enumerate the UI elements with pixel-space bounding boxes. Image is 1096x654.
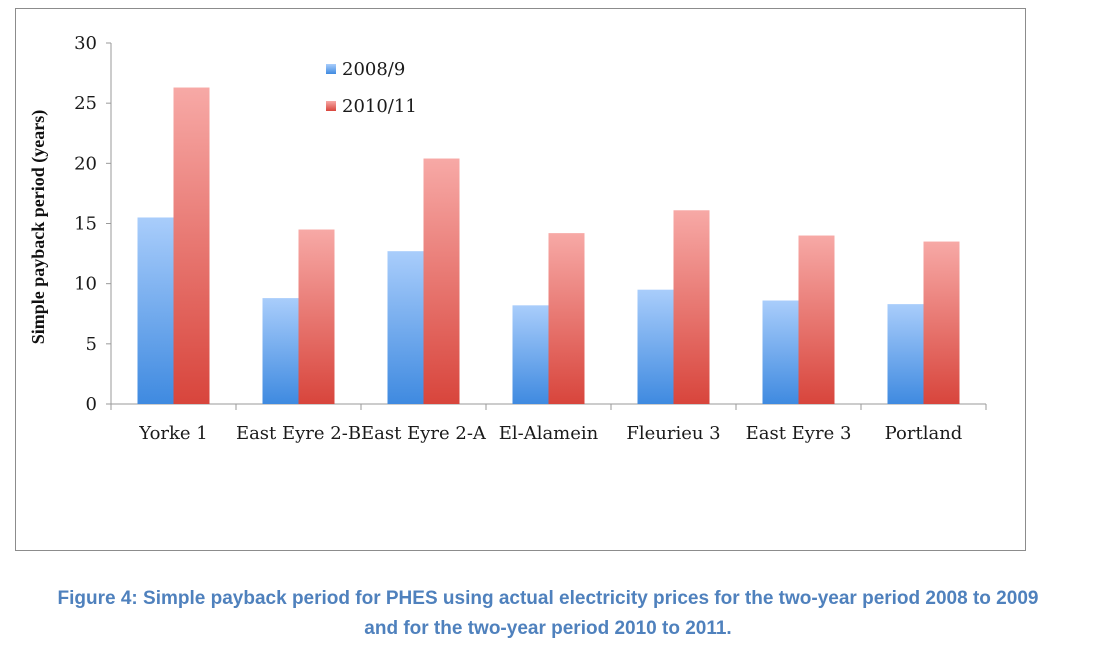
y-tick-label: 25 xyxy=(74,93,97,114)
x-tick-label: Yorke 1 xyxy=(138,423,208,444)
figure-caption: Figure 4: Simple payback period for PHES… xyxy=(0,584,1096,644)
x-tick-label: Fleurieu 3 xyxy=(626,423,720,444)
bar-2010-11-el-alamein xyxy=(548,233,585,404)
caption-line-1: Figure 4: Simple payback period for PHES… xyxy=(57,588,1039,609)
caption-line-2: and for the two-year period 2010 to 2011… xyxy=(364,618,732,639)
y-tick-label: 5 xyxy=(86,334,97,355)
chart-frame: Simple payback period (years) 0 5 10 15 20 25… xyxy=(15,8,1026,551)
y-tick-label: 20 xyxy=(74,153,97,174)
bar-2008-9-yorke-1 xyxy=(137,217,174,404)
y-tick-label: 30 xyxy=(74,33,97,54)
bar-chart: Simple payback period (years) 0 5 10 15 20 25… xyxy=(28,33,987,444)
bar-2010-11-east-eyre-2-a xyxy=(423,158,460,404)
bar-2008-9-east-eyre-3 xyxy=(762,300,799,404)
bar-2008-9-el-alamein xyxy=(512,305,549,404)
bar-2010-11-yorke-1 xyxy=(173,87,210,405)
bar-2010-11-fleurieu-3 xyxy=(673,210,710,404)
x-tick-label: East Eyre 3 xyxy=(746,423,852,444)
bar-2010-11-east-eyre-2-b xyxy=(298,229,335,404)
bar-2008-9-east-eyre-2-a xyxy=(387,251,424,404)
y-tick-label: 15 xyxy=(74,214,97,235)
bar-2010-11-east-eyre-3 xyxy=(798,235,835,404)
y-tick-label: 0 xyxy=(86,394,97,415)
y-axis-title: Simple payback period (years) xyxy=(28,110,49,345)
y-tick-label: 10 xyxy=(74,274,97,295)
bar-2008-9-east-eyre-2-b xyxy=(262,298,299,404)
bar-2010-11-portland xyxy=(923,241,960,404)
legend-swatch xyxy=(326,64,336,74)
legend-swatch xyxy=(326,101,336,111)
legend-label: 2008/9 xyxy=(342,59,405,80)
x-tick-label: El-Alamein xyxy=(499,423,599,444)
bar-2008-9-fleurieu-3 xyxy=(637,289,674,404)
bar-2008-9-portland xyxy=(887,304,924,404)
legend-label: 2010/11 xyxy=(342,96,417,117)
x-tick-label: East Eyre 2-A xyxy=(361,423,487,444)
x-tick-label: East Eyre 2-B xyxy=(236,423,361,444)
x-tick-label: Portland xyxy=(885,423,963,444)
